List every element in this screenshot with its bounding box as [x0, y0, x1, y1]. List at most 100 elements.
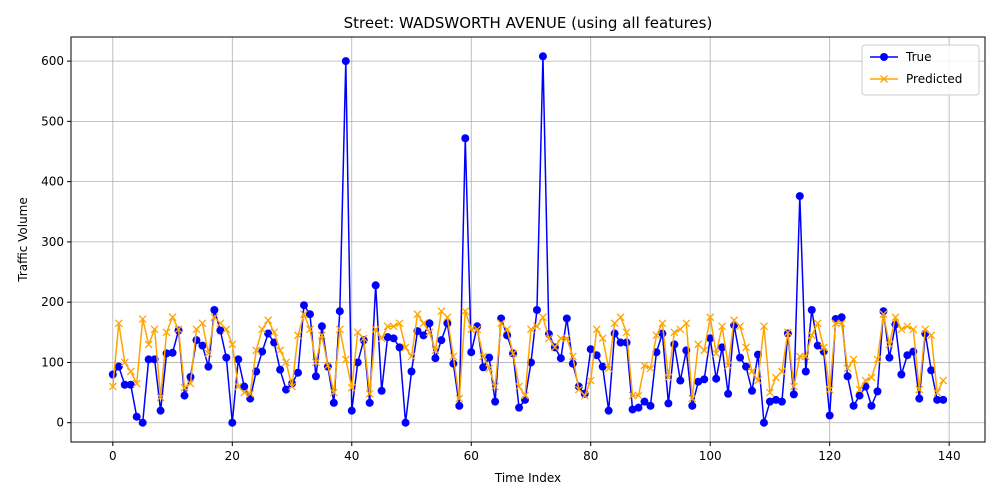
data-point-predicted [533, 322, 541, 331]
data-point-predicted [455, 394, 464, 403]
data-point-true [521, 395, 530, 404]
data-point-predicted [927, 331, 936, 340]
data-point-predicted [156, 393, 165, 402]
data-point-predicted [413, 310, 422, 319]
data-point-true [234, 355, 243, 364]
data-point-true [198, 341, 207, 350]
y-tick-label: 100 [41, 355, 64, 369]
data-point-predicted [777, 367, 786, 376]
data-point-predicted [294, 331, 302, 340]
data-point-true [335, 307, 344, 316]
data-point-predicted [849, 355, 858, 364]
data-point-predicted [527, 325, 535, 334]
data-point-predicted [556, 334, 565, 343]
data-point-predicted [897, 325, 906, 334]
data-point-true [467, 348, 476, 357]
data-point-true [837, 313, 846, 322]
data-point-true [282, 385, 291, 394]
data-point-predicted [903, 322, 912, 331]
data-point-true [491, 397, 500, 406]
data-point-true [879, 307, 888, 316]
data-point-true [604, 406, 613, 415]
data-point-predicted [795, 352, 804, 361]
data-point-true [867, 401, 876, 410]
data-point-predicted [395, 319, 404, 328]
data-point-true [407, 367, 416, 376]
data-point-true [616, 338, 625, 347]
data-point-predicted [742, 343, 751, 352]
data-point-predicted [831, 319, 840, 328]
data-point-true [204, 362, 213, 371]
data-point-true [801, 367, 810, 376]
data-point-predicted [497, 319, 506, 328]
data-point-predicted [162, 328, 171, 337]
series-layer [108, 52, 948, 427]
data-point-true [377, 386, 386, 395]
data-point-predicted [712, 349, 721, 358]
x-tick-label: 40 [344, 449, 359, 463]
data-point-true [317, 322, 326, 331]
data-point-predicted [933, 388, 942, 397]
x-tick-label: 100 [699, 449, 722, 463]
data-point-predicted [628, 391, 637, 400]
data-point-true [276, 365, 285, 374]
data-point-true [258, 347, 267, 356]
data-point-predicted [825, 385, 834, 394]
data-point-predicted [879, 310, 888, 319]
data-point-true [610, 329, 619, 338]
chart-title: Street: WADSWORTH AVENUE (using all feat… [344, 14, 713, 32]
data-point-predicted [521, 391, 529, 400]
data-point-predicted [873, 355, 882, 364]
data-point-predicted [652, 331, 661, 340]
data-point-true [885, 353, 894, 362]
data-point-predicted [120, 358, 129, 367]
data-point-predicted [730, 316, 739, 325]
data-point-true [240, 382, 249, 391]
data-point-true [192, 336, 201, 345]
data-point-true [915, 394, 924, 403]
data-point-true [759, 418, 768, 427]
data-point-true [479, 363, 488, 372]
data-point-predicted [168, 313, 177, 322]
legend-marker-x [880, 75, 888, 83]
data-point-predicted [252, 346, 261, 355]
data-point-predicted [317, 331, 326, 340]
data-point-true [126, 380, 135, 389]
data-point-predicted [538, 313, 547, 322]
data-point-true [700, 375, 709, 384]
data-point-true [724, 389, 733, 398]
data-point-predicted [807, 331, 816, 340]
data-point-true [264, 329, 273, 338]
data-point-true [347, 406, 356, 415]
data-point-predicted [771, 373, 780, 382]
data-point-predicted [443, 313, 452, 322]
data-point-true [180, 391, 189, 400]
data-point-predicted [138, 315, 147, 324]
data-point-predicted [562, 334, 571, 343]
data-point-predicted [694, 340, 703, 349]
data-point-predicted [198, 319, 207, 328]
data-point-true [299, 301, 308, 310]
data-point-predicted [604, 364, 613, 373]
data-point-predicted [192, 325, 201, 334]
data-point-true [156, 406, 165, 415]
data-point-predicted [288, 382, 296, 391]
data-point-predicted [282, 358, 291, 367]
data-point-predicted [473, 325, 482, 334]
series-line-predicted [112, 310, 944, 400]
data-point-true [706, 334, 715, 343]
y-tick-label: 200 [41, 295, 64, 309]
data-point-true [305, 310, 314, 319]
data-point-true [777, 397, 786, 406]
data-point-predicted [180, 383, 189, 392]
data-point-true [515, 403, 524, 412]
data-point-true [736, 353, 745, 362]
data-point-predicted [550, 343, 559, 352]
data-point-predicted [700, 346, 709, 355]
data-point-predicted [401, 343, 410, 352]
data-point-true [742, 362, 751, 371]
data-point-true [461, 134, 470, 143]
data-point-true [688, 401, 697, 410]
data-point-predicted [126, 367, 135, 376]
